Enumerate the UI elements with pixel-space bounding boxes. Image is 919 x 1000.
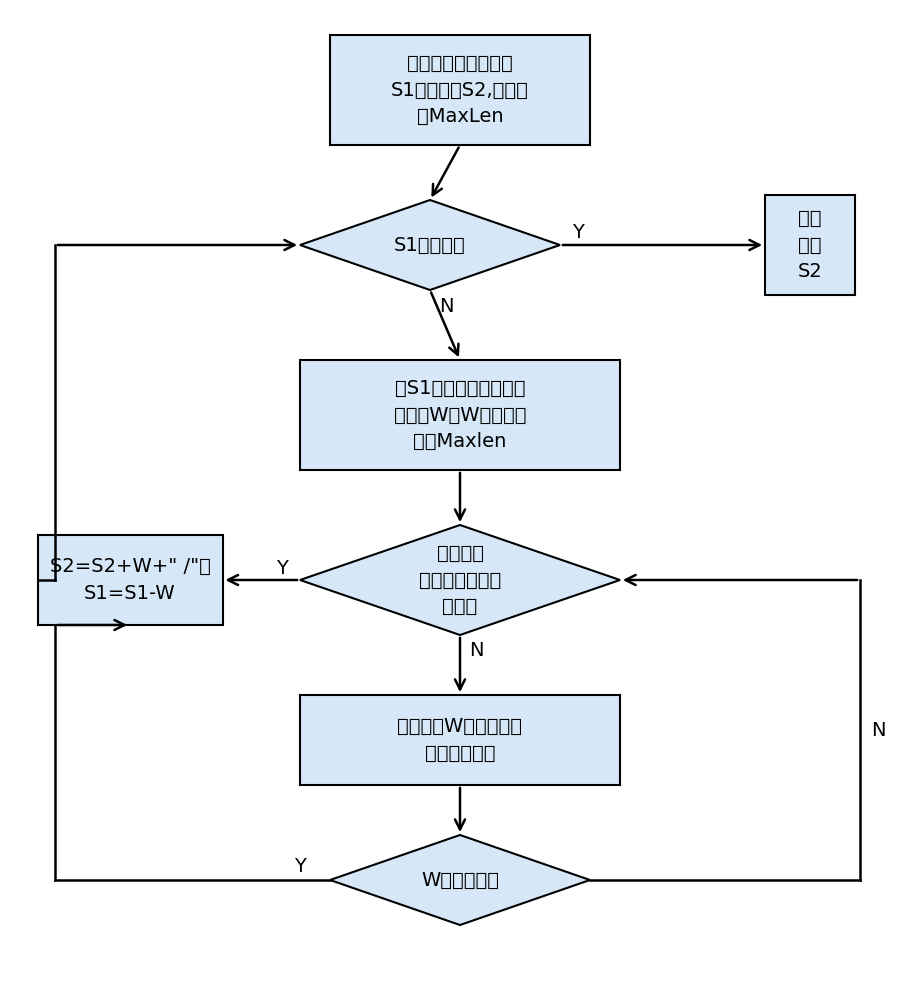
Text: 初始化待切分字符串
S1，输出串S2,最大长
度MaxLen: 初始化待切分字符串 S1，输出串S2,最大长 度MaxLen xyxy=(391,54,528,126)
FancyBboxPatch shape xyxy=(38,535,222,625)
Text: 查词典，
看字符串是否在
词典中: 查词典， 看字符串是否在 词典中 xyxy=(418,544,501,616)
FancyBboxPatch shape xyxy=(765,195,854,295)
Text: Y: Y xyxy=(294,856,306,876)
Text: S1是否为空: S1是否为空 xyxy=(393,235,465,254)
Polygon shape xyxy=(300,200,560,290)
Text: N: N xyxy=(869,720,884,740)
Text: N: N xyxy=(438,296,453,316)
Text: 将字符串W的最右边的
一个字符去掉: 将字符串W的最右边的 一个字符去掉 xyxy=(397,717,522,763)
FancyBboxPatch shape xyxy=(330,35,589,145)
Text: N: N xyxy=(469,642,482,660)
Text: W是否为单字: W是否为单字 xyxy=(421,870,498,890)
Polygon shape xyxy=(330,835,589,925)
Polygon shape xyxy=(300,525,619,635)
FancyBboxPatch shape xyxy=(300,695,619,785)
Text: Y: Y xyxy=(572,224,584,242)
Text: 从S1左边开始，取出候
选字串W，W的长度不
大于Maxlen: 从S1左边开始，取出候 选字串W，W的长度不 大于Maxlen xyxy=(393,379,526,451)
Text: 输出
结果
S2: 输出 结果 S2 xyxy=(797,209,822,281)
Text: S2=S2+W+" /"；
S1=S1-W: S2=S2+W+" /"； S1=S1-W xyxy=(50,557,210,603)
Text: Y: Y xyxy=(276,558,288,578)
FancyBboxPatch shape xyxy=(300,360,619,470)
